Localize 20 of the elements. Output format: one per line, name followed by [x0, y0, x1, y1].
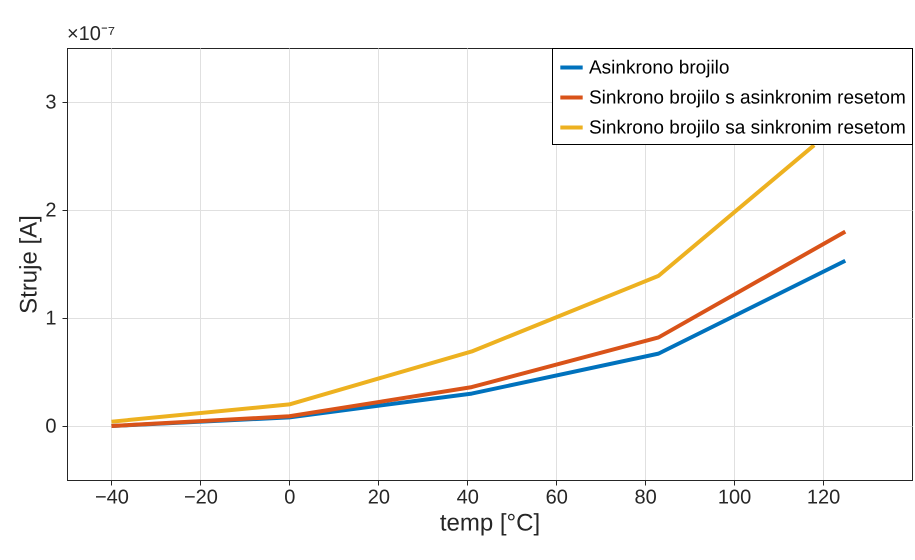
text: ×10⁻⁷	[67, 23, 116, 45]
y-tick-label: 2	[45, 200, 56, 222]
x-tick-label: 0	[284, 486, 296, 508]
y-tick-label: 0	[45, 416, 56, 438]
y-tick-label: 3	[45, 92, 56, 114]
x-tick-label: 60	[546, 486, 568, 508]
x-tick-label: 20	[368, 486, 390, 508]
legend-label: Sinkrono brojilo s asinkronim resetom	[589, 88, 906, 108]
x-axis-title: temp [°C]	[440, 510, 540, 536]
x-tick-label: 80	[634, 486, 657, 508]
x-tick-label: −40	[95, 486, 129, 508]
x-tick-label: 100	[718, 486, 752, 508]
legend-label: Asinkrono brojilo	[589, 58, 730, 78]
y-axis-title: Struje [A]	[15, 215, 42, 314]
line-series	[109, 143, 816, 424]
x-tick-label: −20	[184, 486, 218, 508]
y-tick-label: 1	[45, 308, 56, 330]
legend-label: Sinkrono brojilo sa sinkronim resetom	[589, 118, 906, 138]
x-tick-label: 40	[456, 486, 479, 508]
x-tick-label: 120	[806, 486, 840, 508]
